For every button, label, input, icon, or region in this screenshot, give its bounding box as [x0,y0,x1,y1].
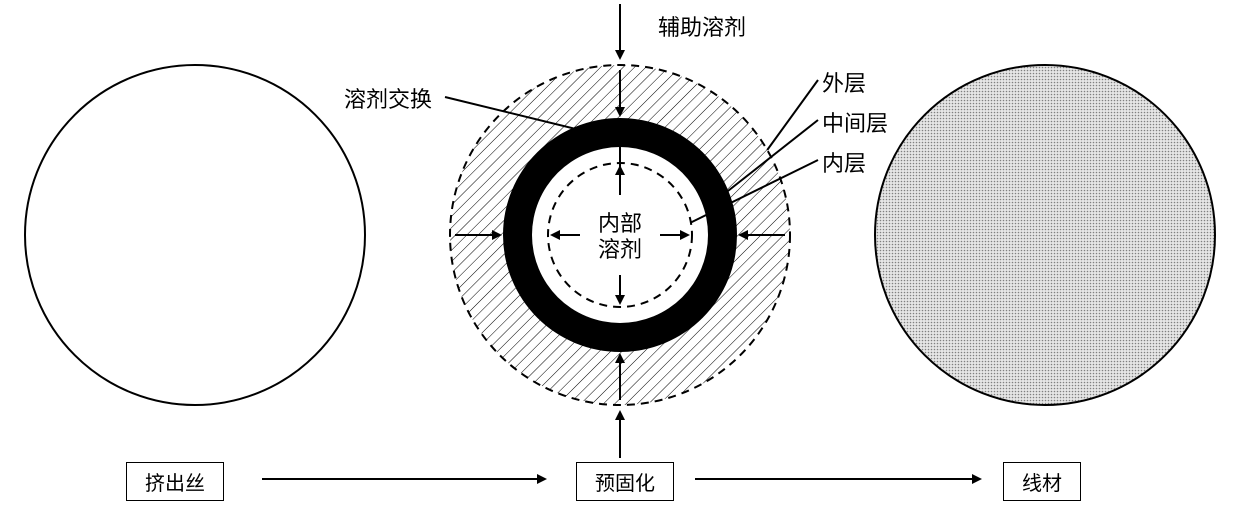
diagram-canvas: 内部溶剂 辅助溶剂 溶剂交换 外层 中间层 内层 挤出丝 预固化 线材 [0,0,1239,521]
label-aux-solvent: 辅助溶剂 [658,10,746,42]
box-precure: 预固化 [576,462,674,501]
label-inner-layer: 内层 [822,146,866,178]
box-extrude-text: 挤出丝 [145,473,205,495]
left-circle [25,65,365,405]
box-precure-text: 预固化 [595,473,655,495]
center-text-line2: 溶剂 [598,237,642,262]
box-extrude: 挤出丝 [126,462,224,501]
box-wire: 线材 [1003,462,1081,501]
diagram-svg: 内部溶剂 [0,0,1239,521]
label-outer-layer: 外层 [822,66,866,98]
right-circle [875,65,1215,405]
label-middle-layer: 中间层 [822,106,888,138]
label-solvent-exchange: 溶剂交换 [344,82,432,114]
box-wire-text: 线材 [1022,473,1062,495]
center-text-line1: 内部 [598,211,642,236]
